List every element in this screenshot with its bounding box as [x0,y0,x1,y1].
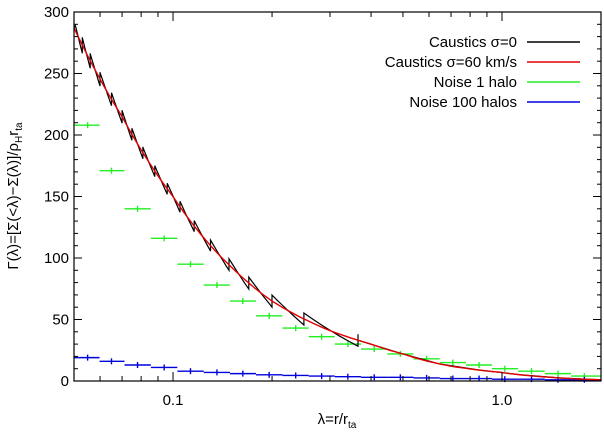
y-tick-label: 100 [44,250,69,267]
x-tick-label: 1.0 [492,392,513,409]
legend-caustics-sigma-60-label: Caustics σ=60 km/s [385,54,517,71]
caustics-sigma-60-line [73,27,602,381]
axes: 0 50 100 150 200 250 300 0.1 1.0 [44,4,602,409]
x-tick-label: 0.1 [163,392,184,409]
y-tick-label: 150 [44,189,69,206]
legend: Caustics σ=0 Caustics σ=60 km/s Noise 1 ha… [385,34,580,111]
y-tick-label: 300 [44,4,69,21]
x-axis-label: λ=r/rta [318,411,357,431]
legend-noise-100-halos-label: Noise 100 halos [409,94,517,111]
y-tick-label: 250 [44,66,69,83]
plot-data [73,24,602,383]
y-axis-label: Γ(λ)=[Σ(<λ)−Σ(λ)]/ρHrta [5,122,25,270]
legend-caustics-sigma-0-label: Caustics σ=0 [429,34,517,51]
y-tick-label: 50 [52,312,69,329]
legend-noise-1-halo-label: Noise 1 halo [434,74,517,91]
y-tick-label: 0 [61,373,69,390]
y-tick-label: 200 [44,127,69,144]
caustics-sigma-0-line [73,24,602,381]
